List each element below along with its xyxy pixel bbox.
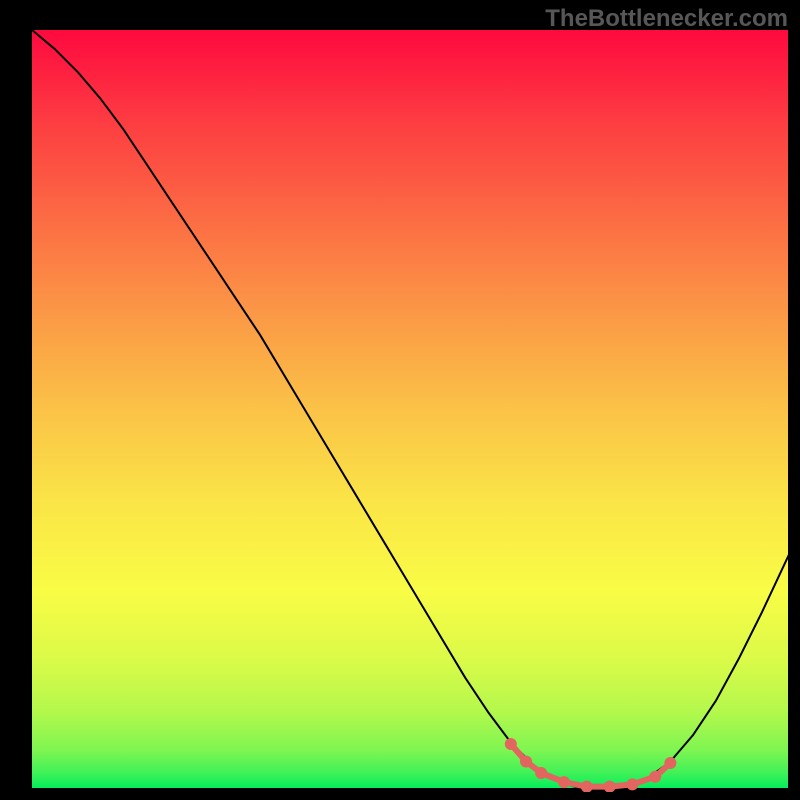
highlight-marker <box>664 757 676 769</box>
page-root: TheBottlenecker.com <box>0 0 800 800</box>
highlight-markers <box>505 738 677 792</box>
highlight-marker <box>649 771 661 783</box>
highlight-marker <box>520 756 532 768</box>
plot-frame <box>30 28 790 790</box>
plot-svg-layer <box>32 30 792 792</box>
highlight-marker <box>535 767 547 779</box>
highlight-connector <box>511 744 671 787</box>
highlight-marker <box>604 781 616 792</box>
highlight-marker <box>505 738 517 750</box>
highlight-marker <box>558 776 570 788</box>
main-curve <box>32 30 792 790</box>
highlight-marker <box>581 781 593 792</box>
highlight-marker <box>626 778 638 790</box>
